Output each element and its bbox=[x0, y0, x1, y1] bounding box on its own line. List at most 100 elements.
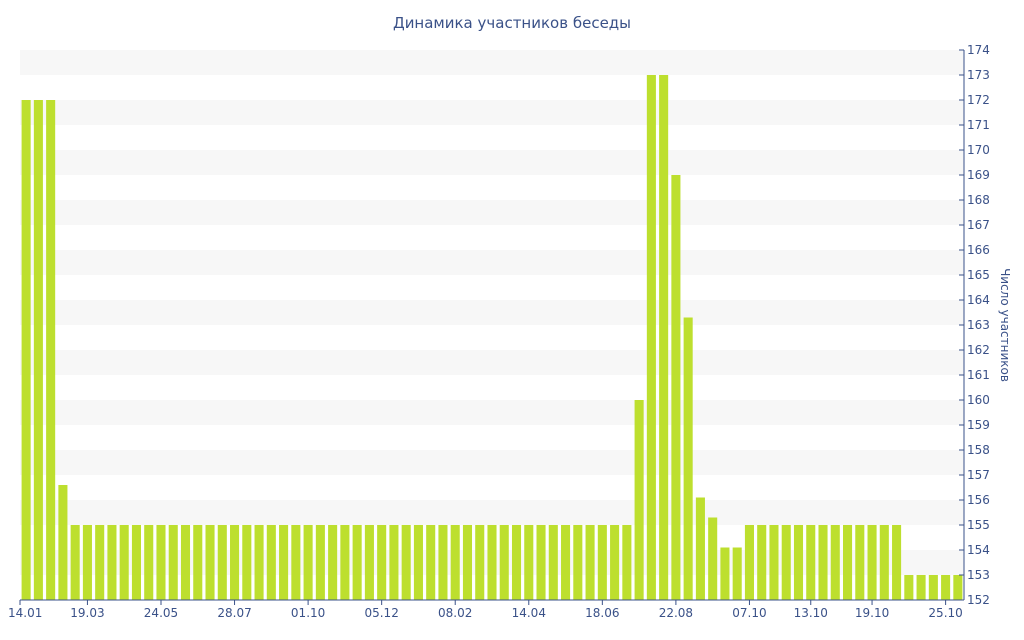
bar bbox=[438, 525, 448, 600]
bar bbox=[818, 525, 828, 600]
bar bbox=[781, 525, 791, 600]
y-tick-label: 159 bbox=[967, 418, 990, 432]
y-axis: 152 153 154 155 156 157 158 159 160 161 162 163 164 1… bbox=[959, 43, 990, 607]
bar bbox=[144, 525, 154, 600]
bar bbox=[830, 525, 840, 600]
y-tick-label: 164 bbox=[967, 293, 990, 307]
chart-title: Динамика участников беседы bbox=[393, 14, 631, 32]
bar bbox=[487, 525, 497, 600]
bar bbox=[683, 317, 693, 600]
bar bbox=[46, 100, 56, 600]
bar bbox=[610, 525, 620, 600]
y-tick-label: 156 bbox=[967, 493, 990, 507]
bar bbox=[340, 525, 350, 600]
bar bbox=[524, 525, 534, 600]
x-tick-label: 14.04 bbox=[512, 606, 546, 620]
bar bbox=[364, 525, 374, 600]
bar bbox=[426, 525, 436, 600]
y-tick-label: 161 bbox=[967, 368, 990, 382]
grid-stripe bbox=[20, 200, 964, 225]
y-tick-label: 153 bbox=[967, 568, 990, 582]
bar bbox=[413, 525, 423, 600]
grid-stripe bbox=[20, 500, 964, 525]
chart-bars bbox=[21, 75, 963, 600]
grid-stripe bbox=[20, 150, 964, 175]
x-tick-label: 08.02 bbox=[438, 606, 472, 620]
grid-stripe bbox=[20, 50, 964, 75]
x-tick-label: 19.03 bbox=[70, 606, 104, 620]
bar bbox=[855, 525, 865, 600]
bar bbox=[107, 525, 117, 600]
x-tick-label: 28.07 bbox=[217, 606, 251, 620]
bar bbox=[156, 525, 166, 600]
bar bbox=[205, 525, 215, 600]
bar bbox=[352, 525, 362, 600]
x-tick-label: 13.10 bbox=[794, 606, 828, 620]
grid-stripes bbox=[20, 50, 964, 575]
y-tick-label: 158 bbox=[967, 443, 990, 457]
bar bbox=[131, 525, 141, 600]
y-tick-label: 167 bbox=[967, 218, 990, 232]
y-tick-label: 165 bbox=[967, 268, 990, 282]
bar bbox=[119, 525, 129, 600]
y-tick-label: 160 bbox=[967, 393, 990, 407]
y-tick-label: 168 bbox=[967, 193, 990, 207]
bar bbox=[561, 525, 571, 600]
bar bbox=[401, 525, 411, 600]
bar bbox=[646, 75, 656, 600]
bar bbox=[585, 525, 595, 600]
bar bbox=[95, 525, 105, 600]
bar bbox=[291, 525, 301, 600]
bar bbox=[928, 575, 938, 600]
bar bbox=[168, 525, 178, 600]
x-tick-label: 14.01 bbox=[8, 606, 42, 620]
grid-stripe bbox=[20, 300, 964, 325]
bar bbox=[70, 525, 80, 600]
x-tick-label: 07.10 bbox=[732, 606, 766, 620]
y-tick-label: 157 bbox=[967, 468, 990, 482]
bar bbox=[254, 525, 264, 600]
y-tick-label: 172 bbox=[967, 93, 990, 107]
bar bbox=[21, 100, 31, 600]
bar bbox=[573, 525, 583, 600]
grid-stripe bbox=[20, 450, 964, 475]
y-tick-label: 162 bbox=[967, 343, 990, 357]
y-tick-label: 174 bbox=[967, 43, 990, 57]
y-tick-label: 152 bbox=[967, 593, 990, 607]
bar bbox=[744, 525, 754, 600]
bar bbox=[793, 525, 804, 600]
grid-stripe bbox=[20, 250, 964, 275]
x-tick-label: 01.10 bbox=[291, 606, 325, 620]
y-tick-label: 171 bbox=[967, 118, 990, 132]
bar bbox=[389, 525, 399, 600]
bar bbox=[450, 525, 460, 600]
y-axis-label: Число участников bbox=[998, 268, 1012, 382]
x-axis: 14.01 19.03 24.05 28.07 01.10 05.12 08.02 14.04… bbox=[8, 599, 964, 620]
bar bbox=[732, 547, 742, 600]
bar bbox=[279, 525, 289, 600]
bar bbox=[757, 525, 767, 600]
bar bbox=[867, 525, 877, 600]
bar bbox=[597, 525, 607, 600]
bar bbox=[303, 525, 313, 600]
bar bbox=[720, 547, 730, 600]
bar bbox=[843, 525, 853, 600]
bar bbox=[708, 517, 718, 600]
bar bbox=[916, 575, 926, 600]
bar bbox=[328, 525, 338, 600]
bar bbox=[622, 525, 632, 600]
x-tick-label: 05.12 bbox=[364, 606, 398, 620]
bar bbox=[879, 525, 889, 600]
bar bbox=[180, 525, 191, 600]
y-tick-label: 154 bbox=[967, 543, 990, 557]
bar bbox=[953, 575, 963, 600]
y-tick-label: 173 bbox=[967, 68, 990, 82]
bar bbox=[548, 525, 558, 600]
bar bbox=[904, 575, 914, 600]
bar bbox=[511, 525, 522, 600]
bar bbox=[499, 525, 509, 600]
x-tick-label: 22.08 bbox=[659, 606, 693, 620]
bar bbox=[671, 175, 681, 600]
bar bbox=[230, 525, 240, 600]
bar bbox=[659, 75, 669, 600]
